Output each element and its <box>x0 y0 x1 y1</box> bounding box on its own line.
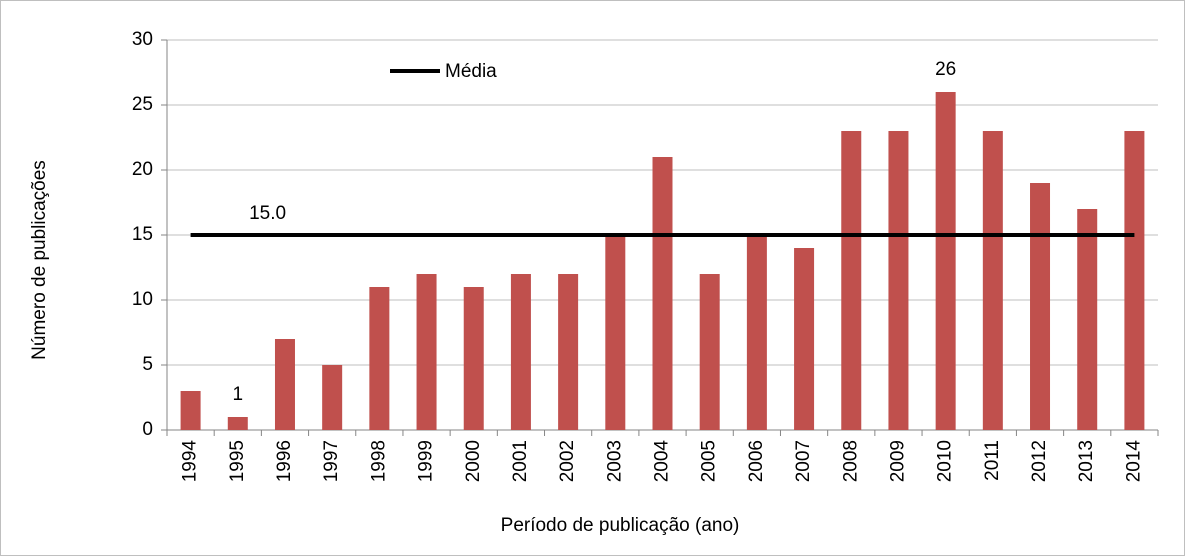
x-tick-label: 2012 <box>1029 440 1050 482</box>
x-tick-label: 1998 <box>368 440 389 482</box>
x-tick-label: 2002 <box>557 440 578 482</box>
bar <box>652 157 673 430</box>
y-tick-label: 15 <box>132 224 153 245</box>
bar <box>416 274 437 430</box>
bar <box>888 131 909 430</box>
y-axis-title: Número de publicações <box>29 160 50 360</box>
x-tick-label: 2009 <box>887 440 908 482</box>
x-tick-label: 2005 <box>699 440 720 482</box>
x-tick-label: 1999 <box>416 440 437 482</box>
y-tick-label: 30 <box>132 29 153 50</box>
legend-label: Média <box>445 61 497 82</box>
x-tick-label: 2001 <box>510 440 531 482</box>
bar <box>935 92 956 430</box>
x-tick-label: 2013 <box>1076 440 1097 482</box>
x-tick-label: 1996 <box>274 440 295 482</box>
x-tick-label: 2006 <box>746 440 767 482</box>
bar <box>1077 209 1098 430</box>
bar <box>605 235 626 430</box>
y-tick-label: 10 <box>132 289 153 310</box>
y-tick-label: 20 <box>132 159 153 180</box>
data-label: 26 <box>935 59 956 80</box>
data-label: 1 <box>232 384 243 405</box>
bar <box>841 131 862 430</box>
x-tick-label: 2003 <box>604 440 625 482</box>
bar <box>558 274 579 430</box>
x-tick-label: 2008 <box>840 440 861 482</box>
bar <box>746 235 767 430</box>
y-tick-label: 25 <box>132 94 153 115</box>
y-tick-label: 0 <box>142 419 153 440</box>
bar <box>699 274 720 430</box>
x-tick-label: 2007 <box>793 440 814 482</box>
y-tick-label: 5 <box>142 354 153 375</box>
x-tick-label: 1994 <box>180 440 201 483</box>
x-tick-label: 2004 <box>652 440 673 483</box>
x-tick-label: 2010 <box>935 440 956 482</box>
x-axis-title: Período de publicação (ano) <box>501 515 740 536</box>
x-tick-label: 2011 <box>982 440 1003 481</box>
bar <box>274 339 295 430</box>
x-tick-label: 1995 <box>227 440 248 482</box>
bar <box>227 417 248 430</box>
x-tick-label: 2014 <box>1123 440 1144 483</box>
bar <box>982 131 1003 430</box>
bar <box>369 287 390 430</box>
x-tick-label: 2000 <box>463 440 484 482</box>
bar <box>794 248 815 430</box>
bar <box>510 274 531 430</box>
bar <box>1030 183 1051 430</box>
bar <box>1124 131 1145 430</box>
bar <box>463 287 484 430</box>
x-tick-label: 1997 <box>321 440 342 482</box>
bar <box>322 365 343 430</box>
bar <box>180 391 201 430</box>
mean-label: 15.0 <box>249 203 286 224</box>
